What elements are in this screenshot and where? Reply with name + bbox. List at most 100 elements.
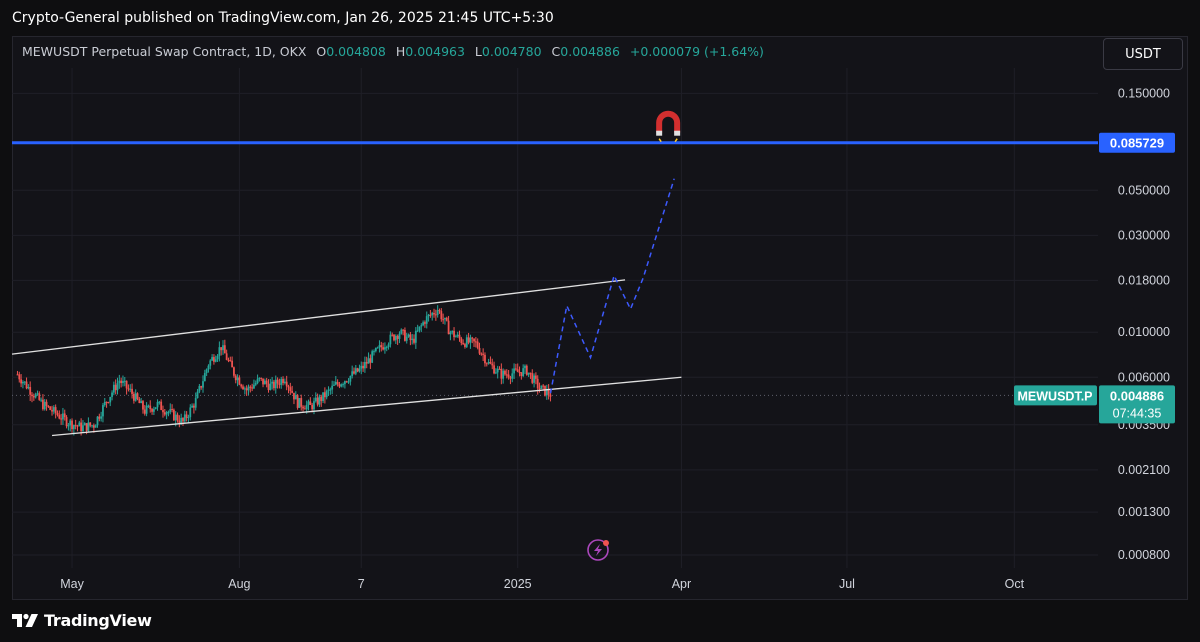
candle-body — [111, 392, 113, 397]
candle-body — [338, 384, 341, 387]
candle-body — [369, 358, 372, 363]
candle-body — [31, 394, 33, 397]
candle-body — [433, 312, 435, 315]
candle-body — [16, 374, 19, 376]
candle-body — [249, 386, 252, 388]
candle-body — [27, 387, 30, 389]
candle-body — [529, 372, 532, 374]
candle-body — [123, 380, 126, 382]
legend-open-value: 0.004808 — [326, 44, 386, 59]
candle-body — [409, 334, 412, 341]
chart-frame[interactable] — [12, 36, 1188, 600]
candle-body — [174, 414, 177, 421]
candle-body — [504, 370, 506, 375]
candle-body — [493, 365, 495, 374]
candle-body — [151, 409, 153, 412]
candle-body — [385, 346, 388, 348]
candle-body — [340, 384, 343, 387]
candle-body — [169, 409, 172, 412]
candle-body — [233, 367, 235, 376]
candle-body — [65, 417, 68, 427]
candle-body — [396, 335, 399, 339]
x-tick-label: Oct — [1005, 577, 1025, 591]
candle-body — [209, 360, 212, 366]
candle-body — [318, 396, 321, 405]
symbol-tag-bg — [1014, 385, 1097, 406]
candle-body — [98, 416, 101, 419]
candle-body — [424, 322, 426, 324]
ohlc-legend: MEWUSDT Perpetual Swap Contract, 1D, OKX… — [22, 44, 764, 59]
candle-body — [533, 375, 535, 383]
candle-body — [525, 365, 528, 375]
y-tick-label: 0.000800 — [1118, 548, 1170, 562]
candle-body — [136, 393, 139, 399]
candle-body — [343, 381, 346, 385]
candle-body — [364, 362, 366, 369]
candle-body — [316, 397, 319, 405]
candle-body — [336, 381, 339, 385]
candle-body — [545, 389, 548, 396]
candle-body — [518, 372, 521, 374]
candle-body — [500, 368, 503, 379]
candle-body — [18, 374, 21, 380]
candle-body — [456, 334, 459, 337]
candle-body — [434, 314, 437, 316]
candle-body — [296, 395, 299, 408]
candle-body — [320, 396, 323, 402]
candle-body — [103, 401, 106, 406]
candle-body — [85, 423, 88, 431]
candle-body — [183, 414, 186, 422]
candle-body — [196, 391, 199, 399]
candle-body — [507, 374, 510, 378]
candle-body — [384, 347, 386, 350]
candle-body — [176, 414, 179, 421]
candle-body — [509, 377, 512, 379]
candle-body — [25, 381, 28, 389]
candle-body — [309, 401, 312, 405]
candle-body — [436, 310, 439, 315]
legend-symbol[interactable]: MEWUSDT Perpetual Swap Contract, 1D, OKX — [22, 44, 307, 59]
channel-lower-line — [51, 376, 682, 437]
candle-body — [234, 375, 237, 381]
candle-body — [413, 338, 415, 343]
candle-body — [291, 390, 294, 393]
x-tick-label: Jul — [839, 577, 855, 591]
target-level-label-bg — [1099, 132, 1175, 153]
candle-body — [360, 365, 363, 369]
currency-button[interactable]: USDT — [1103, 38, 1183, 70]
candle-body — [462, 343, 465, 345]
candle-body — [282, 378, 284, 384]
candle-body — [469, 337, 472, 343]
tradingview-brand[interactable]: TradingView — [12, 611, 152, 630]
candle-body — [205, 369, 208, 374]
candle-body — [511, 373, 514, 379]
candle-body — [91, 425, 93, 427]
candle-body — [152, 409, 155, 412]
publisher-line: Crypto-General published on TradingView.… — [12, 10, 554, 26]
candle-body — [185, 414, 188, 418]
candle-body — [498, 368, 501, 370]
candle-body — [158, 401, 161, 403]
candle-body — [447, 320, 450, 335]
candle-body — [83, 423, 86, 426]
candle-body — [218, 347, 221, 356]
candle-body — [429, 314, 432, 316]
candle-body — [347, 381, 350, 383]
candle-body — [36, 393, 39, 395]
candle-body — [454, 336, 457, 338]
symbol-tag-label: MEWUSDT.P — [1018, 389, 1093, 403]
candle-body — [542, 385, 545, 387]
candle-body — [29, 387, 32, 395]
candle-body — [80, 422, 83, 432]
magnet-tip-left — [656, 130, 663, 136]
candle-body — [253, 384, 255, 389]
candle-body — [362, 365, 364, 369]
candle-body — [458, 334, 461, 339]
candle-body — [92, 425, 95, 428]
candle-body — [407, 334, 410, 337]
candle-body — [178, 420, 181, 424]
candle-body — [465, 337, 468, 347]
candle-body — [516, 369, 519, 373]
candle-body — [520, 372, 523, 376]
